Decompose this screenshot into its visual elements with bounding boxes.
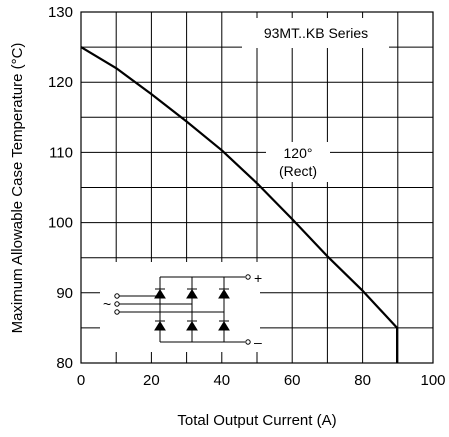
x-tick-label: 20	[143, 372, 160, 389]
diagram-plus-label: +	[254, 270, 262, 286]
y-tick-label: 100	[48, 215, 73, 232]
annotation-line2: (Rect)	[279, 163, 317, 179]
annotation-line1: 120°	[284, 145, 313, 161]
series-layer	[80, 46, 399, 363]
y-tick-label: 130	[48, 4, 73, 21]
x-tick-label: 100	[420, 372, 445, 389]
x-axis-title: Total Output Current (A)	[177, 412, 336, 429]
tick-labels: 0 20 40 60 80 100 80 90 100 110 120 130	[48, 4, 446, 389]
bridge-rectifier-diagram: + – ~	[100, 262, 262, 352]
diagram-ac-label: ~	[103, 296, 111, 312]
diagram-minus-label: –	[254, 334, 262, 350]
legend-box: 93MT..KB Series	[242, 18, 389, 48]
series-line	[80, 46, 399, 363]
x-tick-label: 0	[77, 372, 85, 389]
legend-label: 93MT..KB Series	[264, 25, 368, 41]
y-tick-label: 120	[48, 74, 73, 91]
x-tick-label: 80	[354, 372, 371, 389]
y-tick-label: 90	[56, 285, 73, 302]
y-tick-label: 80	[56, 355, 73, 372]
plot-frame	[80, 11, 434, 364]
y-tick-label: 110	[49, 144, 73, 161]
y-axis-title: Maximum Allowable Case Temperature (°C)	[9, 43, 26, 334]
curve-annotation: 120° (Rect)	[266, 142, 330, 182]
x-tick-label: 40	[213, 372, 230, 389]
x-tick-label: 60	[284, 372, 301, 389]
